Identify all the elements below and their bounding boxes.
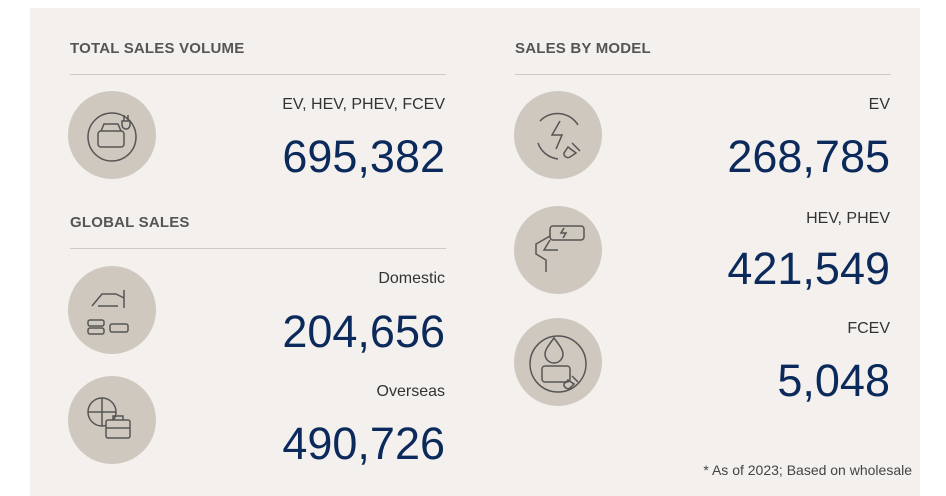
section-title: SALES BY MODEL	[515, 40, 651, 57]
value: 268,785	[727, 131, 890, 182]
section-title: TOTAL SALES VOLUME	[70, 40, 245, 57]
panel	[30, 8, 920, 496]
icon	[68, 376, 156, 464]
label: EV, HEV, PHEV, FCEV	[282, 96, 445, 113]
icon	[514, 91, 602, 179]
icon	[514, 206, 602, 294]
value: 421,549	[727, 243, 890, 294]
label: EV	[868, 96, 890, 113]
footnote: * As of 2023; Based on wholesale	[703, 462, 912, 478]
label: FCEV	[847, 320, 890, 337]
section-title: GLOBAL SALES	[70, 214, 190, 231]
icon	[514, 318, 602, 406]
value: 695,382	[282, 131, 445, 182]
value: 5,048	[777, 355, 890, 406]
label: HEV, PHEV	[806, 210, 890, 227]
divider	[515, 74, 891, 75]
divider	[70, 74, 446, 75]
icon	[68, 91, 156, 179]
label: Domestic	[378, 270, 445, 287]
divider	[70, 248, 446, 249]
label: Overseas	[376, 383, 445, 400]
value: 490,726	[282, 418, 445, 469]
value: 204,656	[282, 306, 445, 357]
icon	[68, 266, 156, 354]
